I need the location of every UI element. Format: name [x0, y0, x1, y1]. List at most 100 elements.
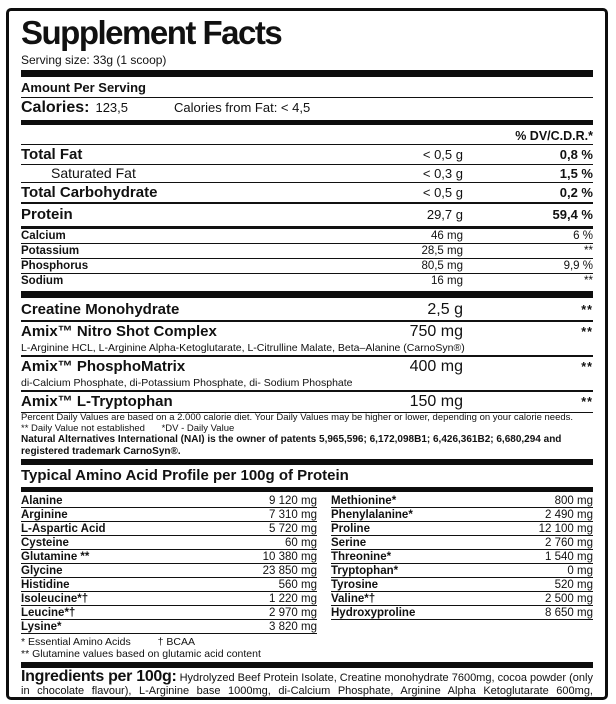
amino-value: 9 120 mg [269, 494, 317, 507]
calories-row: Calories: 123,5 Calories from Fat: < 4,5 [21, 98, 593, 118]
row-calcium: Calcium 46 mg 6 % [21, 229, 593, 243]
amino-value: 0 mg [567, 564, 593, 577]
footnote-daily-values: Percent Daily Values are based on a 2.00… [21, 412, 574, 423]
divider-bar [21, 662, 593, 668]
amino-name: Serine [331, 536, 367, 549]
divider-line [21, 258, 593, 259]
footnote-essential: * Essential Amino Acids [21, 636, 131, 648]
nutrient-amount: 46 mg [431, 229, 463, 242]
divider-line [21, 226, 593, 229]
divider-line [21, 144, 593, 145]
nutrient-name: Sodium [21, 274, 64, 287]
row-phosphorus: Phosphorus 80,5 mg 9,9 % [21, 259, 593, 273]
nutrient-name: Creatine Monohydrate [21, 301, 180, 318]
nutrient-dv: ** [581, 395, 593, 409]
nutrient-dv: 6 % [573, 229, 593, 242]
nutrient-amount: < 0,3 g [422, 166, 463, 181]
amino-name: Leucine*† [21, 606, 76, 619]
nutrient-dv: ** [581, 303, 593, 317]
sub-ingredients: L-Arginine HCL, L-Arginine Alpha-Ketoglu… [21, 342, 465, 354]
amino-value: 23 850 mg [262, 564, 317, 577]
nutrient-dv: ** [581, 325, 593, 339]
row-nitro-shot-complex: Amix™ Nitro Shot Complex 750 mg ** [21, 322, 593, 342]
amino-value: 8 650 mg [545, 606, 593, 619]
amino-value: 2 970 mg [269, 606, 317, 619]
amino-value: 1 220 mg [269, 592, 317, 605]
divider-line [21, 202, 593, 204]
nutrient-amount: < 0,5 g [422, 185, 463, 200]
amino-row: L-Aspartic Acid 5 720 mg [21, 522, 317, 536]
nutrient-dv: 59,4 % [552, 207, 593, 222]
nutrient-name: Potassium [21, 244, 80, 257]
amino-value: 2 760 mg [545, 536, 593, 549]
footnote-bcaa: † BCAA [157, 636, 196, 648]
amino-name: Proline [331, 522, 370, 535]
divider-line [21, 412, 593, 413]
divider-bar [21, 70, 593, 77]
divider-line [21, 97, 593, 98]
nutrient-amount: 750 mg [409, 323, 463, 340]
amino-name: Isoleucine*† [21, 592, 89, 605]
patent-note: Natural Alternatives International (NAI)… [21, 434, 562, 457]
nutrient-name: Total Fat [21, 146, 83, 163]
supplement-facts-label: Supplement Facts Serving size: 33g (1 sc… [6, 8, 608, 700]
amino-row: Isoleucine*† 1 220 mg [21, 592, 317, 606]
ingredients-label: Ingredients per 100g: [21, 668, 177, 685]
divider-line [21, 390, 593, 392]
amino-row: Arginine 7 310 mg [21, 508, 317, 522]
divider-bar [21, 291, 593, 298]
calories-label: Calories: [21, 99, 90, 116]
amino-column-left: Alanine 9 120 mg Arginine 7 310 mg L-Aspar… [21, 494, 317, 634]
row-potassium: Potassium 28,5 mg ** [21, 244, 593, 258]
amino-value: 5 720 mg [269, 522, 317, 535]
nutrient-name: Amix™ Nitro Shot Complex [21, 323, 217, 340]
nutrient-name: Amix™ L-Tryptophan [21, 393, 173, 410]
divider-line [21, 243, 593, 244]
amino-value: 800 mg [554, 494, 593, 507]
divider-bar [21, 459, 593, 465]
nutrient-dv: 1,5 % [559, 166, 593, 181]
sub-ingredients: di-Calcium Phosphate, di-Potassium Phosp… [21, 377, 353, 389]
amino-row: Glutamine ** 10 380 mg [21, 550, 317, 564]
page-title: Supplement Facts [21, 14, 283, 51]
amino-name: Threonine* [331, 550, 392, 563]
row-protein: Protein 29,7 g 59,4 % [21, 204, 593, 226]
amino-row: Cysteine 60 mg [21, 536, 317, 550]
calories-from-fat: Calories from Fat: < 4,5 [174, 100, 311, 115]
amino-value: 1 540 mg [545, 550, 593, 563]
amino-name: Arginine [21, 508, 68, 521]
amino-row: Valine*† 2 500 mg [331, 592, 593, 606]
amino-name: Valine*† [331, 592, 376, 605]
calories-value: 123,5 [95, 100, 129, 115]
divider-line [21, 164, 593, 165]
ingredients-text: Hydrolyzed Beef Protein Isolate, Creatin… [21, 672, 593, 697]
footnote-dv-meaning: *DV - Daily Value [161, 422, 235, 434]
nutrient-amount: 28,5 mg [421, 244, 463, 257]
ingredients-paragraph: Ingredients per 100g: Hydrolyzed Beef Pr… [21, 668, 593, 697]
amino-value: 560 mg [278, 578, 317, 591]
nutrient-amount: 80,5 mg [421, 259, 463, 272]
amino-name: Hydroxyproline [331, 606, 416, 619]
nutrient-dv: 9,9 % [563, 259, 593, 272]
amino-row: Proline 12 100 mg [331, 522, 593, 536]
amino-value: 520 mg [554, 578, 593, 591]
amino-value: 12 100 mg [538, 522, 593, 535]
row-l-tryptophan: Amix™ L-Tryptophan 150 mg ** [21, 392, 593, 412]
nutrient-amount: 150 mg [409, 393, 463, 410]
divider-line [21, 355, 593, 357]
nutrient-name: Total Carbohydrate [21, 184, 158, 201]
amino-value: 7 310 mg [269, 508, 317, 521]
amino-row: Glycine 23 850 mg [21, 564, 317, 578]
amino-name: Glutamine ** [21, 550, 90, 563]
amino-name: L-Aspartic Acid [21, 522, 106, 535]
nutrient-name: Saturated Fat [51, 165, 136, 181]
amino-name: Alanine [21, 494, 63, 507]
row-sodium: Sodium 16 mg ** [21, 274, 593, 288]
divider-bar [21, 487, 593, 492]
amino-row: Tryptophan* 0 mg [331, 564, 593, 578]
amino-row: Alanine 9 120 mg [21, 494, 317, 508]
nutrient-amount: 400 mg [409, 358, 463, 375]
serving-size: Serving size: 33g (1 scoop) [21, 53, 167, 67]
amino-value: 60 mg [285, 536, 317, 549]
amino-row: Tyrosine 520 mg [331, 578, 593, 592]
